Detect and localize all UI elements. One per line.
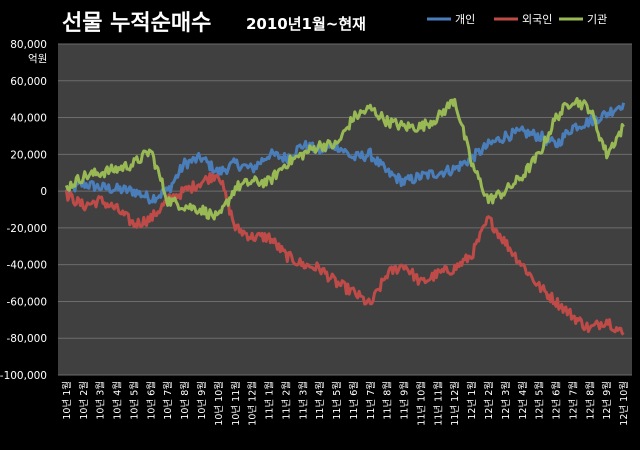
x-tick-label: 11년 8월 — [382, 381, 394, 420]
y-tick-label: 0 — [40, 186, 47, 198]
y-tick-label: -60,000 — [6, 296, 47, 308]
plot-area — [58, 44, 632, 375]
x-tick-label: 12년 2월 — [483, 381, 495, 420]
legend-label: 외국인 — [522, 13, 552, 26]
x-tick-label: 12년 4월 — [517, 381, 529, 420]
x-tick-label: 12년 10월 — [618, 381, 630, 426]
x-tick-label: 11년 9월 — [399, 381, 411, 420]
x-tick-label: 12년 1월 — [466, 381, 478, 420]
y-axis-unit: 억원 — [28, 53, 47, 65]
x-tick-label: 12년 5월 — [534, 381, 546, 420]
x-tick-label: 10년 10월 — [213, 381, 225, 426]
x-tick-label: 10년 6월 — [145, 381, 157, 420]
y-tick-label: 20,000 — [10, 149, 47, 161]
x-tick-label: 12년 3월 — [500, 381, 512, 420]
x-tick-label: 11년 6월 — [348, 381, 360, 420]
x-tick-label: 10년 3월 — [95, 381, 107, 420]
x-tick-label: 11년 10월 — [415, 381, 427, 426]
x-tick-label: 11년 11월 — [432, 381, 444, 426]
y-tick-label: -20,000 — [6, 223, 47, 235]
series-line-2 — [64, 97, 625, 221]
series-line-1 — [64, 172, 625, 336]
y-tick-label: 60,000 — [10, 76, 47, 88]
x-tick-label: 10년 2월 — [78, 381, 90, 420]
y-tick-label: -100,000 — [0, 370, 47, 382]
x-tick-label: 10년 12월 — [247, 381, 259, 426]
x-tick-label: 12년 8월 — [584, 381, 596, 420]
series-line-0 — [65, 102, 626, 205]
chart-title: 선물 누적순매수 — [62, 11, 211, 36]
x-tick-label: 12년 6월 — [551, 381, 563, 420]
x-tick-label: 11년 4월 — [314, 381, 326, 420]
legend-label: 기관 — [587, 13, 607, 26]
series-lines — [64, 97, 626, 336]
x-tick-label: 10년 8월 — [179, 381, 191, 420]
x-tick-label: 10년 9월 — [196, 381, 208, 420]
x-tick-label: 11년 1월 — [264, 381, 276, 420]
legend-label: 개인 — [455, 13, 475, 26]
y-tick-label: 80,000 — [10, 39, 47, 51]
x-tick-label: 10년 5월 — [128, 381, 140, 420]
x-tick-label: 12년 9월 — [601, 381, 613, 420]
x-tick-label: 11년 2월 — [280, 381, 292, 420]
x-tick-label: 10년 11월 — [230, 381, 242, 426]
x-axis: 10년 1월 10년 2월 10년 3월 10년 4월 10년 5월 10년 6월 10년 … — [61, 381, 630, 426]
x-tick-label: 11년 12월 — [449, 381, 461, 426]
x-tick-label: 11년 3월 — [297, 381, 309, 420]
y-tick-label: -40,000 — [6, 260, 47, 272]
x-tick-label: 11년 7월 — [365, 381, 377, 420]
chart-subtitle: 2010년1월~현재 — [246, 15, 366, 33]
grid-lines — [58, 43, 632, 376]
x-tick-label: 10년 7월 — [162, 381, 174, 420]
x-tick-label: 12년 7월 — [567, 381, 579, 420]
y-axis: 80,000 60,000 40,000 20,000 0 -20,000 -40,000 -… — [0, 39, 47, 382]
y-tick-label: 40,000 — [10, 113, 47, 125]
x-tick-label: 10년 1월 — [61, 381, 73, 420]
x-tick-label: 10년 4월 — [112, 381, 124, 420]
legend: 개인 외국인 기관 — [427, 13, 607, 26]
y-tick-label: -80,000 — [6, 333, 47, 345]
x-tick-label: 11년 5월 — [331, 381, 343, 420]
